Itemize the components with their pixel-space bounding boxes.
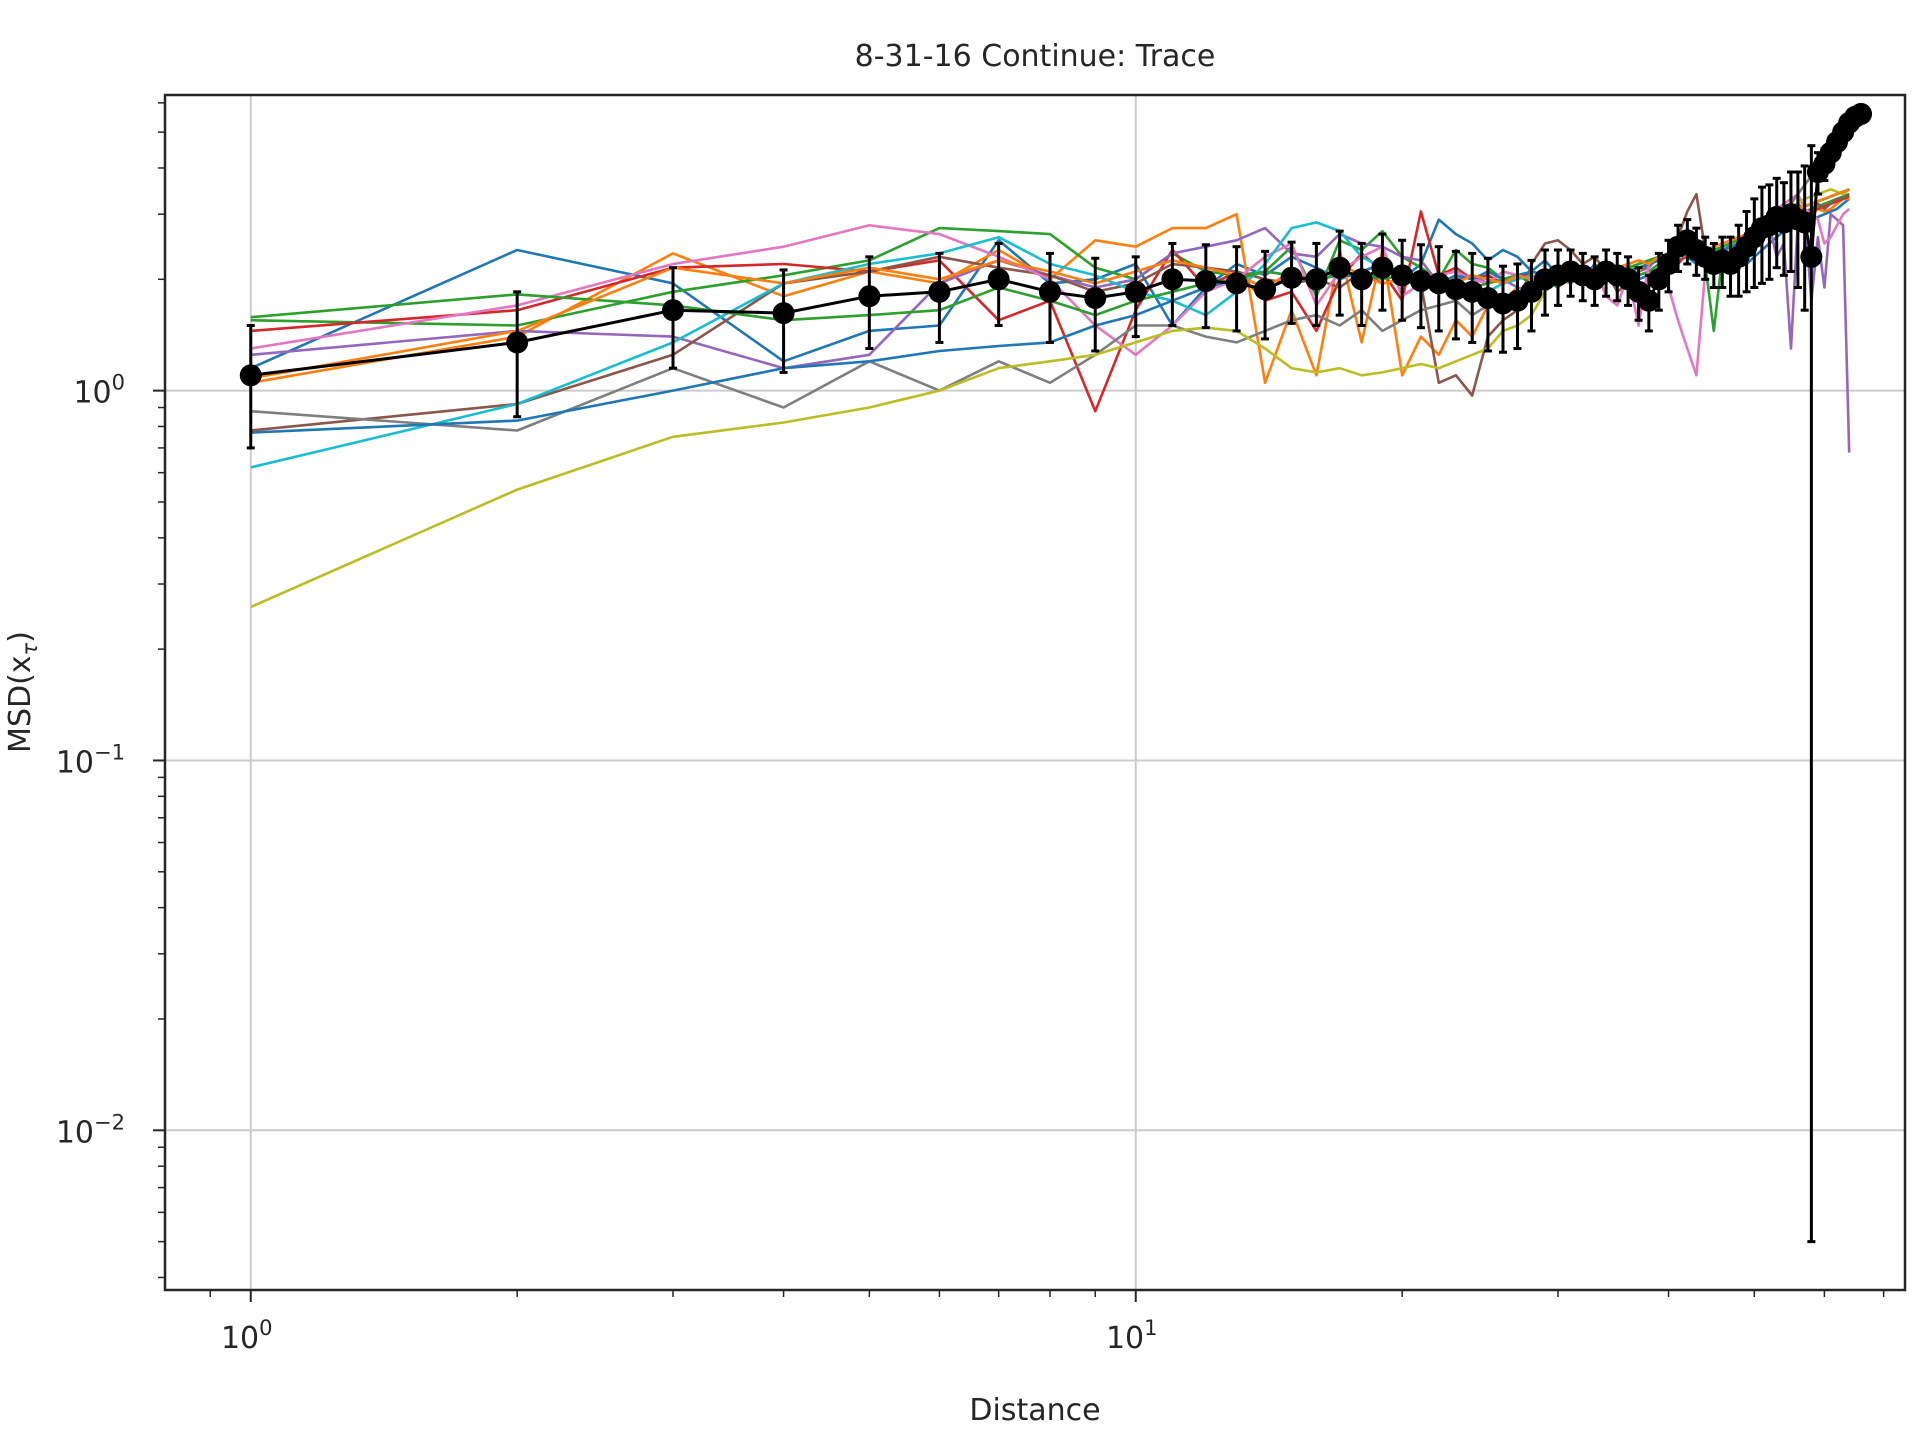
mean-point-1 (506, 331, 529, 354)
mean-point-56 (1793, 211, 1816, 234)
y-axis-label-subscript: τ (18, 642, 42, 655)
mean-point-12 (1225, 272, 1248, 295)
x-tick-label-1: 101 (1106, 1316, 1158, 1356)
mean-point-9 (1124, 280, 1147, 303)
mean-point-16 (1328, 256, 1351, 279)
mean-point-13 (1254, 278, 1277, 301)
mean-point-5 (928, 280, 951, 303)
mean-point-18 (1371, 256, 1394, 279)
y-axis-label-main: MSD(x (3, 655, 38, 753)
mean-point-37 (1637, 289, 1660, 312)
mean-point-10 (1161, 268, 1184, 291)
mean-point-57 (1800, 245, 1823, 268)
y-axis-label: MSD(xτ) (3, 631, 42, 753)
chart-title: 8-31-16 Continue: Trace (855, 39, 1216, 74)
plot-frame (163, 93, 1907, 1292)
y-tick-label-1: 10−1 (56, 740, 125, 780)
axis-ticks: 100 101 100 10−1 10−2 (56, 102, 1885, 1356)
mean-point-8 (1084, 287, 1107, 310)
mean-point-21 (1427, 272, 1450, 295)
mean-point-22 (1444, 278, 1467, 301)
mean-point-14 (1280, 266, 1303, 289)
y-axis-label-close: ) (3, 631, 38, 643)
y-tick-label-0: 100 (73, 371, 125, 411)
mean-point-0 (239, 364, 262, 387)
y-tick-label-2: 10−2 (56, 1110, 125, 1150)
mean-point-11 (1194, 269, 1217, 292)
mean-point-6 (987, 268, 1010, 291)
mean-point-7 (1038, 280, 1061, 303)
mean-point-20 (1409, 269, 1432, 292)
mean-point-65 (1850, 102, 1873, 125)
mean-point-39 (1657, 252, 1680, 275)
mean-point-4 (858, 285, 881, 308)
mean-point-3 (772, 302, 795, 325)
x-tick-label-0: 100 (221, 1316, 273, 1356)
mean-point-2 (662, 299, 685, 322)
mean-series-layer (239, 102, 1873, 1244)
x-axis-label: Distance (969, 1393, 1100, 1428)
mean-point-19 (1391, 264, 1414, 287)
mean-point-15 (1305, 268, 1328, 291)
mean-point-17 (1350, 268, 1373, 291)
